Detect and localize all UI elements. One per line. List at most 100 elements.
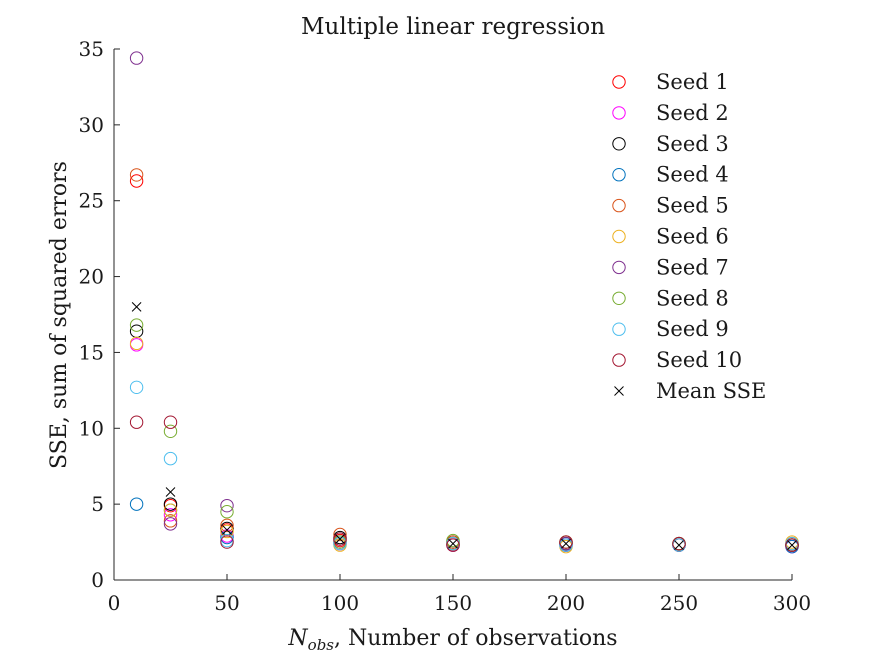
- legend-marker: [614, 386, 624, 396]
- data-point: [559, 538, 573, 552]
- data-point: [333, 532, 347, 546]
- x-axis-label-symbol: N: [287, 626, 308, 651]
- cross-stroke: [165, 487, 176, 497]
- legend-label: Seed 7: [656, 255, 729, 279]
- data-point: [163, 508, 178, 522]
- data-point: [559, 535, 573, 549]
- mean-marker: [131, 302, 142, 312]
- data-point: [220, 518, 234, 533]
- y-tick-label: 0: [91, 568, 104, 592]
- y-tick-label: 35: [79, 37, 104, 61]
- y-tick-label: 25: [79, 189, 104, 213]
- data-point: [129, 336, 144, 351]
- data-point: [129, 380, 144, 395]
- data-point: [672, 536, 686, 551]
- x-tick-label: 300: [773, 591, 811, 615]
- mean-marker: [561, 538, 571, 549]
- series-11: [131, 302, 797, 550]
- data-point: [163, 497, 178, 511]
- y-tick-label: 20: [79, 265, 104, 289]
- legend-marker: [612, 168, 626, 182]
- x-axis-label-subscript: obs: [308, 636, 335, 654]
- legend-label: Mean SSE: [656, 379, 766, 403]
- data-point: [220, 535, 234, 549]
- mean-marker: [448, 538, 458, 549]
- y-ticks: 0 5 10 15 20 25 30 35: [79, 37, 120, 592]
- cross-stroke: [448, 538, 458, 549]
- legend-item: Seed 2: [612, 101, 729, 125]
- mean-marker: [222, 525, 232, 535]
- data-point: [163, 415, 178, 429]
- legend-marker: [612, 75, 626, 89]
- x-tick-label: 200: [547, 591, 585, 615]
- x-tick-label: 150: [434, 591, 472, 615]
- data-point: [446, 533, 460, 548]
- legend-label: Seed 9: [656, 317, 729, 341]
- x-tick-label: 250: [660, 591, 698, 615]
- legend-item: Seed 9: [612, 317, 729, 341]
- mean-marker: [787, 540, 797, 550]
- data-point: [785, 538, 799, 552]
- data-point: [220, 498, 234, 513]
- x-tick-label: 100: [321, 591, 359, 615]
- x-ticks: 0 50 100 150 200 250 300: [108, 574, 811, 615]
- cross-stroke: [335, 534, 345, 544]
- legend-item: Seed 1: [612, 70, 729, 94]
- legend-marker: [612, 137, 626, 151]
- cross-stroke: [787, 540, 797, 550]
- data-point: [220, 524, 234, 539]
- data-point: [129, 318, 144, 332]
- legend-item: Seed 7: [612, 255, 729, 279]
- legend-item: Seed 8: [612, 286, 729, 310]
- legend-marker: [612, 106, 626, 120]
- legend-marker: [612, 291, 626, 305]
- cross-stroke: [222, 525, 232, 535]
- cross-stroke: [561, 538, 571, 549]
- legend-item: Seed 6: [612, 225, 729, 249]
- cross-stroke: [674, 540, 684, 550]
- series-10: [129, 415, 799, 552]
- data-point: [129, 168, 144, 182]
- legend: Seed 1 Seed 2 Seed 3 Seed 4 Seed 5 Seed 6 Seed…: [612, 70, 766, 403]
- mean-marker: [165, 487, 176, 497]
- data-point: [129, 51, 144, 65]
- cross-stroke: [614, 386, 624, 396]
- mean-marker: [674, 540, 684, 550]
- y-tick-label: 10: [79, 416, 104, 440]
- legend-item: Seed 3: [612, 132, 729, 156]
- data-point: [220, 505, 234, 519]
- legend-item: Mean SSE: [614, 379, 766, 403]
- x-tick-label: 50: [214, 591, 239, 615]
- legend-marker: [612, 198, 626, 213]
- data-point: [163, 451, 178, 466]
- legend-marker: [612, 353, 626, 367]
- legend-item: Seed 10: [612, 348, 742, 372]
- mean-marker: [335, 534, 345, 544]
- data-point: [163, 503, 178, 517]
- data-point: [129, 497, 144, 511]
- legend-label: Seed 10: [656, 348, 742, 372]
- legend-marker: [612, 229, 626, 244]
- data-point: [333, 527, 347, 542]
- legend-label: Seed 5: [656, 194, 729, 218]
- data-point: [446, 538, 460, 552]
- data-point: [333, 536, 347, 551]
- data-point: [163, 424, 178, 439]
- legend-label: Seed 3: [656, 132, 729, 156]
- chart-title: Multiple linear regression: [301, 14, 605, 40]
- data-point: [163, 514, 178, 528]
- data-markers: [129, 51, 799, 554]
- y-axis-label: SSE, sum of squared errors: [47, 161, 72, 469]
- x-axis-label-text: , Number of observations: [334, 626, 618, 651]
- x-tick-label: 0: [108, 591, 121, 615]
- axes: [113, 49, 792, 581]
- y-tick-label: 15: [79, 340, 104, 364]
- legend-item: Seed 5: [612, 194, 729, 218]
- legend-label: Seed 2: [656, 101, 729, 125]
- legend-label: Seed 8: [656, 286, 729, 310]
- data-point: [163, 517, 178, 531]
- legend-label: Seed 6: [656, 225, 729, 249]
- data-point: [129, 174, 144, 188]
- x-axis-label: Nobs, Number of observations: [287, 626, 617, 654]
